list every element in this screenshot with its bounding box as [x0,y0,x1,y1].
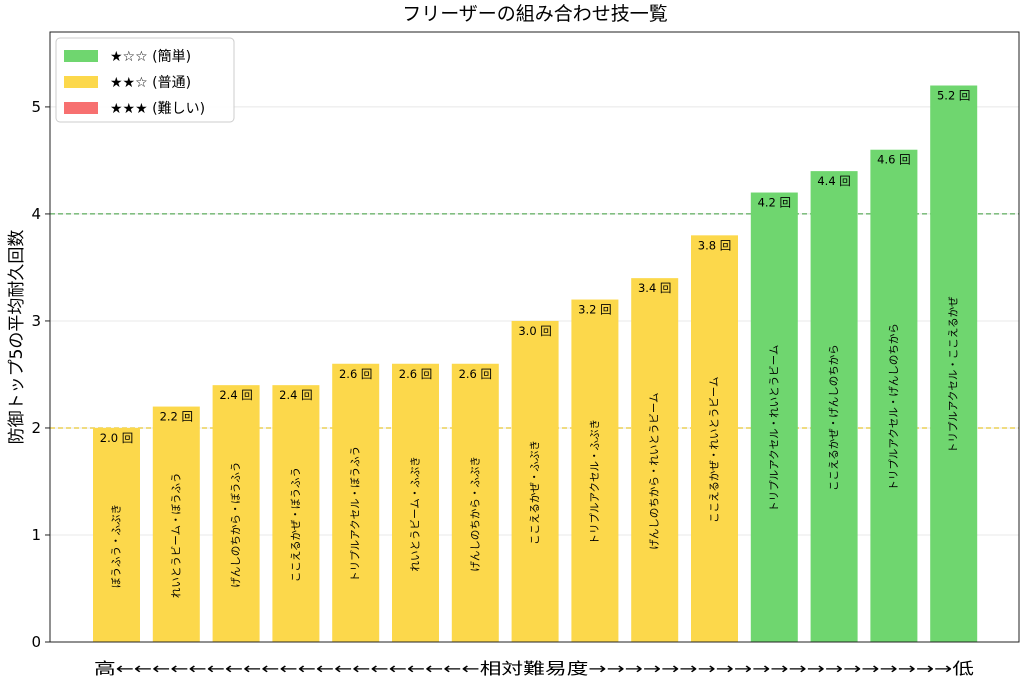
bar-category-label: ここえるかぜ・ぼうふう [290,467,302,582]
plot-frame [49,31,1020,643]
y-tick-label: 0 [31,633,41,651]
bar-category-label: げんしのちから・ぼうふう [230,462,242,588]
bar-category-label: ここえるかぜ・ふぶき [529,440,541,545]
bar [451,363,499,642]
legend-swatch [64,76,98,88]
y-tick-label: 5 [31,98,41,116]
bar-category-label: トリプルアクセル・ここえるかぜ [948,296,960,453]
legend-entry-label: ★★★ (難しい) [110,101,205,117]
legend-box [55,37,235,123]
y-tick-label: 4 [31,205,41,223]
bar-category-label: トリプルアクセル・れいとうビーム [768,345,780,512]
bar-category-label: れいとうビーム・ふぶき [410,456,422,571]
bar [272,385,320,642]
chart-title: フリーザーの組み合わせ技一覧 [402,3,668,25]
bar-category-label: トリプルアクセル・げんしのちから [888,323,900,490]
bar-value-label: 3.0 回 [518,324,551,338]
bar-category-label: トリプルアクセル・ふぶき [589,419,601,544]
bar [152,406,200,642]
bar-value-label: 5.2 回 [937,89,970,103]
bar-value-label: 4.4 回 [817,174,850,188]
bar [571,299,619,642]
legend-entry-label: ★★☆ (普通) [110,75,191,91]
bar-value-label: 4.6 回 [877,153,910,167]
bar-value-label: 2.6 回 [339,367,372,381]
bar-category-label: ここえるかぜ・げんしのちから [828,344,840,491]
y-tick-label: 2 [31,419,41,437]
bar [631,278,679,642]
y-tick-label: 1 [31,526,41,544]
bar-category-label: ここえるかぜ・れいとうビーム [709,376,721,522]
bar-category-label: ぼうふう・ふぶき [111,504,123,588]
bar [930,85,978,642]
bar [332,363,380,642]
bar-value-label: 2.4 回 [219,388,252,402]
bar [392,363,439,642]
bar-value-label: 3.2 回 [578,303,611,317]
legend-swatch [64,102,98,114]
legend-swatch [64,50,98,62]
bar-value-label: 2.2 回 [160,410,193,424]
bar-value-label: 3.8 回 [698,238,731,252]
bar-value-label: 2.6 回 [459,367,492,381]
bar-category-label: トリプルアクセル・ぼうふう [350,446,362,582]
bar [212,385,260,642]
bar-value-label: 4.2 回 [758,196,791,210]
legend-entry-label: ★☆☆ (簡単) [110,49,191,65]
bar [870,149,918,642]
bar-category-label: げんしのちから・ふぶき [469,456,481,572]
bar-value-label: 3.4 回 [638,281,671,295]
bar [691,235,738,643]
bar-category-label: れいとうビーム・ぼうふう [170,472,182,598]
legend: ★☆☆ (簡単) ★★☆ (普通) ★★★ (難しい) [55,37,235,123]
y-tick-label: 3 [31,312,41,330]
bar [810,171,858,642]
bar-category-label: げんしのちから・れいとうビーム [649,392,661,549]
x-axis-label: 高←←←←←←←←←←←←←←←←←←←←相対難易度→→→→→→→→→→→→→→… [94,659,974,678]
y-axis-label: 防御トップ5の平均耐久回数 [7,230,27,445]
bar-value-label: 2.6 回 [399,367,432,381]
bar [93,427,140,642]
bar-value-label: 2.0 回 [100,431,133,445]
bar [511,320,559,642]
bar [750,192,798,643]
bar-value-label: 2.4 回 [279,388,312,402]
